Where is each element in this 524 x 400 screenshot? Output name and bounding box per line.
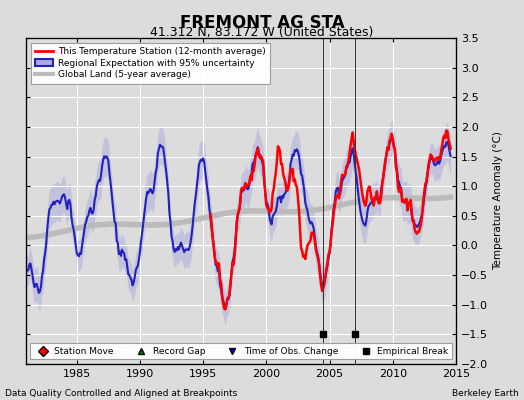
Legend: Station Move, Record Gap, Time of Obs. Change, Empirical Break: Station Move, Record Gap, Time of Obs. C…	[30, 343, 452, 360]
Text: FREMONT AG STA: FREMONT AG STA	[180, 14, 344, 32]
Text: 41.312 N, 83.172 W (United States): 41.312 N, 83.172 W (United States)	[150, 26, 374, 39]
Y-axis label: Temperature Anomaly (°C): Temperature Anomaly (°C)	[494, 132, 504, 270]
Text: Berkeley Earth: Berkeley Earth	[452, 389, 519, 398]
Text: Data Quality Controlled and Aligned at Breakpoints: Data Quality Controlled and Aligned at B…	[5, 389, 237, 398]
